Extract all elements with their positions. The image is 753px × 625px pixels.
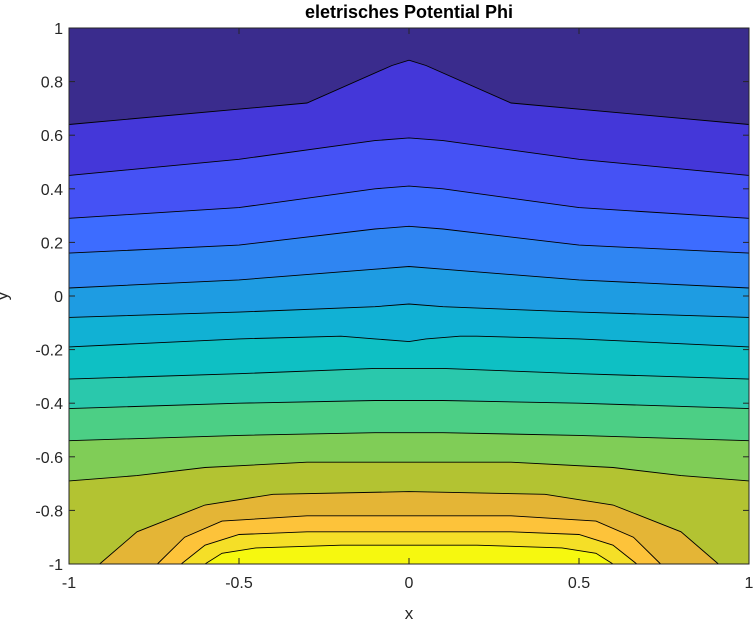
y-tick-label: 0.2	[41, 235, 63, 252]
y-tick-label: -0.2	[35, 343, 63, 360]
y-tick-label: 0	[54, 289, 63, 306]
contour-line-5	[68, 266, 750, 289]
y-tick-label: 0.4	[41, 182, 63, 199]
x-axis-label: x	[404, 604, 414, 623]
y-tick-label: -0.4	[35, 396, 63, 413]
contour-line-4	[68, 225, 750, 254]
contour-line-14	[180, 531, 638, 565]
contour-line-6	[68, 303, 750, 318]
contour-line-12	[99, 491, 719, 565]
x-tick-label: -1	[62, 575, 76, 592]
x-tick-label: 0	[405, 575, 414, 592]
x-tick-label: -0.5	[225, 575, 253, 592]
contour-line-7	[68, 335, 750, 348]
y-tick-label: -0.8	[35, 503, 63, 520]
chart-title: eletrisches Potential Phi	[304, 2, 514, 22]
x-tick-label: 0.5	[568, 575, 590, 592]
contour-line-13	[157, 515, 661, 565]
contour-line-15	[204, 544, 614, 565]
y-axis-label: y	[0, 292, 12, 301]
contour-line-2	[68, 137, 750, 176]
contour-line-10	[68, 432, 750, 442]
y-tick-label: 0.6	[41, 128, 63, 145]
y-tick-label: -0.6	[35, 450, 63, 467]
axes-box	[68, 27, 750, 565]
contour-line-9	[68, 400, 750, 410]
y-tick-label: 1	[54, 21, 63, 38]
y-tick-label: 0.8	[41, 75, 63, 92]
contour-line-8	[68, 367, 750, 380]
y-tick-label: -1	[49, 557, 63, 574]
x-tick-label: 1	[745, 575, 753, 592]
contour-line-11	[68, 461, 750, 482]
contour-line-1	[68, 59, 750, 125]
contour-line-3	[68, 185, 750, 219]
